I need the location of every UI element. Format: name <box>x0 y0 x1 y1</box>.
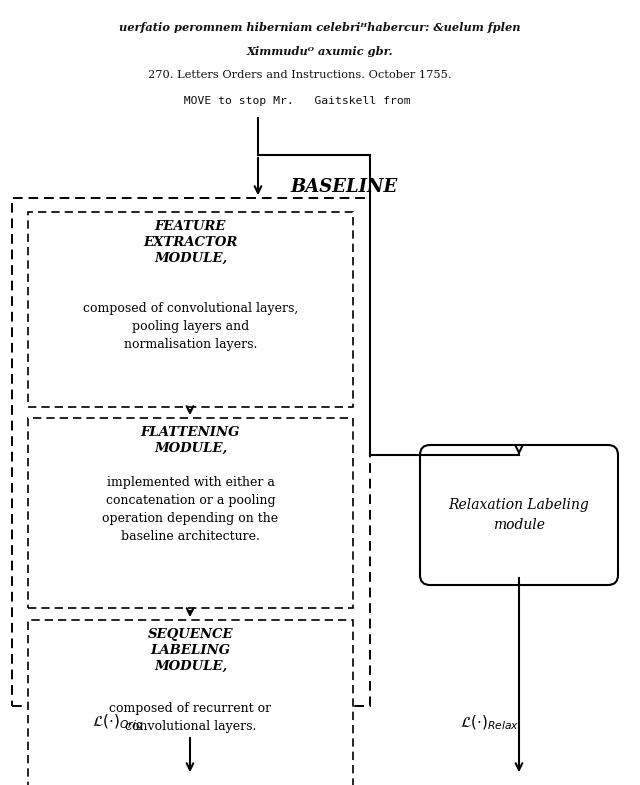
FancyBboxPatch shape <box>28 418 353 608</box>
Text: Ximmuduᴼ axumic gbr.: Ximmuduᴼ axumic gbr. <box>246 46 394 57</box>
Text: 270. Letters Orders and Instructions. October 1755.: 270. Letters Orders and Instructions. Oc… <box>148 70 452 80</box>
Text: uerfatio peromnem hiberniam celebriᴴhabercur: &uelum fplen: uerfatio peromnem hiberniam celebriᴴhabe… <box>119 22 521 33</box>
Text: composed of recurrent or
convolutional layers.: composed of recurrent or convolutional l… <box>109 702 271 733</box>
Text: Relaxation Labeling
module: Relaxation Labeling module <box>449 498 589 532</box>
Text: implemented with either a
concatenation or a pooling
operation depending on the
: implemented with either a concatenation … <box>102 476 278 543</box>
Text: FEATURE
EXTRACTOR
MODULE,: FEATURE EXTRACTOR MODULE, <box>143 220 237 265</box>
Text: composed of convolutional layers,
pooling layers and
normalisation layers.: composed of convolutional layers, poolin… <box>83 302 298 351</box>
Text: SEQUENCE
LABELING
MODULE,: SEQUENCE LABELING MODULE, <box>148 628 234 673</box>
Text: $\mathcal{L}(\cdot)_{Relax}$: $\mathcal{L}(\cdot)_{Relax}$ <box>460 714 520 732</box>
FancyBboxPatch shape <box>420 445 618 585</box>
Text: BASELINE: BASELINE <box>290 178 397 196</box>
FancyBboxPatch shape <box>12 198 370 706</box>
FancyBboxPatch shape <box>28 620 353 785</box>
FancyBboxPatch shape <box>28 212 353 407</box>
Text: MOVE to stop Mr.   Gaitskell from: MOVE to stop Mr. Gaitskell from <box>170 96 410 106</box>
Text: FLATTENING
MODULE,: FLATTENING MODULE, <box>141 426 240 455</box>
Text: $\mathcal{L}(\cdot)_{Orig}$: $\mathcal{L}(\cdot)_{Orig}$ <box>92 713 144 733</box>
